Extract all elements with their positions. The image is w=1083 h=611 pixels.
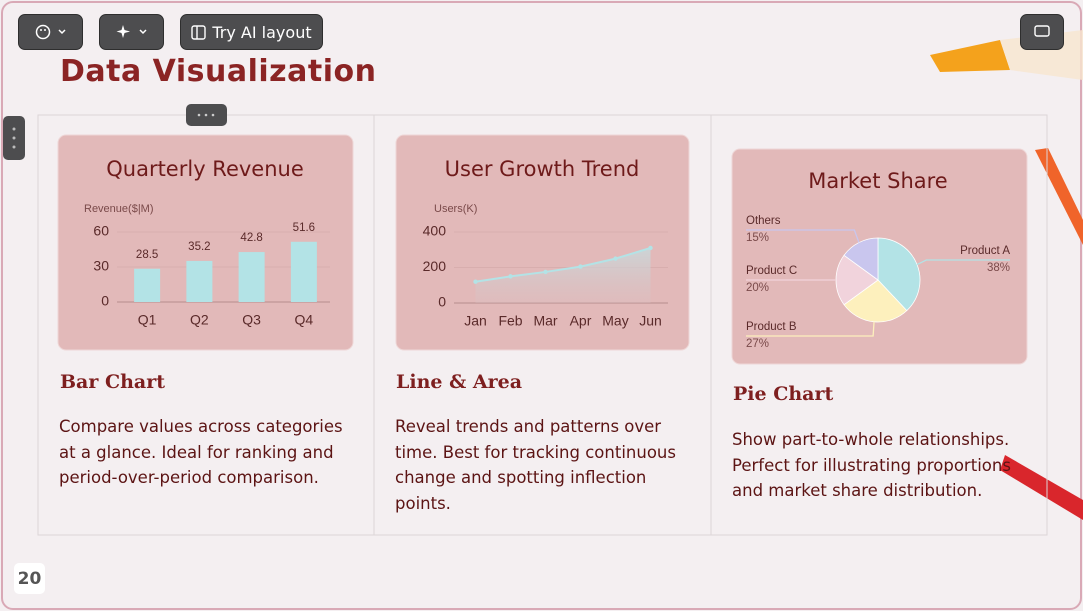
x-tick-label: Q3 [242, 312, 261, 328]
point [613, 256, 618, 261]
pie-label: Others [746, 215, 781, 227]
value-label: 42.8 [240, 232, 262, 244]
bar [186, 260, 213, 302]
y-tick-label: 30 [93, 258, 109, 274]
x-tick-label: Mar [533, 313, 557, 329]
value-label: 28.5 [136, 249, 158, 261]
theme-button[interactable] [18, 14, 83, 50]
x-tick-label: Q4 [295, 312, 314, 328]
slide-title: Data Visualization [60, 54, 377, 89]
x-tick-label: Q2 [190, 312, 209, 328]
value-label: 35.2 [188, 241, 210, 253]
y-tick-label: 0 [101, 293, 109, 309]
chart-card [57, 134, 354, 351]
x-tick-label: Jan [464, 313, 487, 329]
y-tick-label: 400 [423, 223, 447, 239]
point [473, 279, 478, 284]
pie-value-label: 27% [746, 338, 769, 350]
point [543, 269, 548, 275]
y-axis-label: Revenue($|M) [84, 203, 154, 215]
leader-line [746, 229, 860, 243]
card-description: Reveal trends and patterns over time. Be… [395, 417, 676, 513]
card-heading: Pie Chart [733, 383, 834, 405]
leader-line [916, 259, 1010, 266]
chevron [138, 29, 147, 35]
pie-label: Product C [746, 265, 797, 277]
bar [134, 268, 161, 302]
x-tick-label: Q1 [138, 312, 157, 328]
y-tick-label: 200 [423, 258, 447, 274]
point [648, 245, 653, 251]
pie-slice [877, 237, 921, 312]
value-label: 51.6 [293, 222, 315, 234]
pie-label: Product A [960, 245, 1010, 257]
comment-button[interactable] [1020, 14, 1064, 50]
palette-icon [35, 24, 50, 40]
panel-border [37, 114, 1048, 536]
x-tick-label: Feb [498, 313, 522, 329]
bar [290, 241, 317, 302]
pie-value-label: 20% [746, 282, 769, 294]
card-heading: Bar Chart [60, 371, 166, 393]
x-tick-label: Jun [639, 313, 662, 329]
y-axis-label: Users(K) [434, 203, 477, 215]
ai-layout-button[interactable]: Try AI layout [180, 14, 323, 50]
button-label: Try AI layout [212, 22, 312, 42]
pie-label: Product B [746, 321, 797, 333]
card-description: Show part-to-whole relationships. Perfec… [732, 430, 1011, 500]
area [475, 247, 651, 303]
card-description: Compare values across categories at a gl… [59, 417, 343, 487]
sparkle-icon [116, 25, 130, 38]
pie-value-label: 15% [746, 232, 769, 244]
y-tick-label: 60 [93, 223, 109, 239]
pie-value-label: 38% [987, 262, 1010, 274]
x-tick-label: May [602, 313, 628, 329]
chart-title: Quarterly Revenue [106, 157, 304, 181]
comment-icon [1034, 25, 1050, 37]
leader-line [746, 321, 875, 337]
ai-button[interactable] [99, 14, 164, 50]
line [475, 247, 651, 283]
bar [238, 252, 265, 302]
chart-title: Market Share [808, 169, 947, 193]
page-number: 20 [14, 563, 45, 594]
point [508, 274, 513, 279]
card-heading: Line & Area [396, 371, 523, 393]
y-tick-label: 0 [438, 294, 446, 310]
chevron [57, 29, 66, 35]
chart-title: User Growth Trend [445, 157, 640, 181]
x-tick-label: Apr [570, 313, 592, 329]
layout-icon [191, 24, 207, 40]
point [578, 264, 583, 269]
